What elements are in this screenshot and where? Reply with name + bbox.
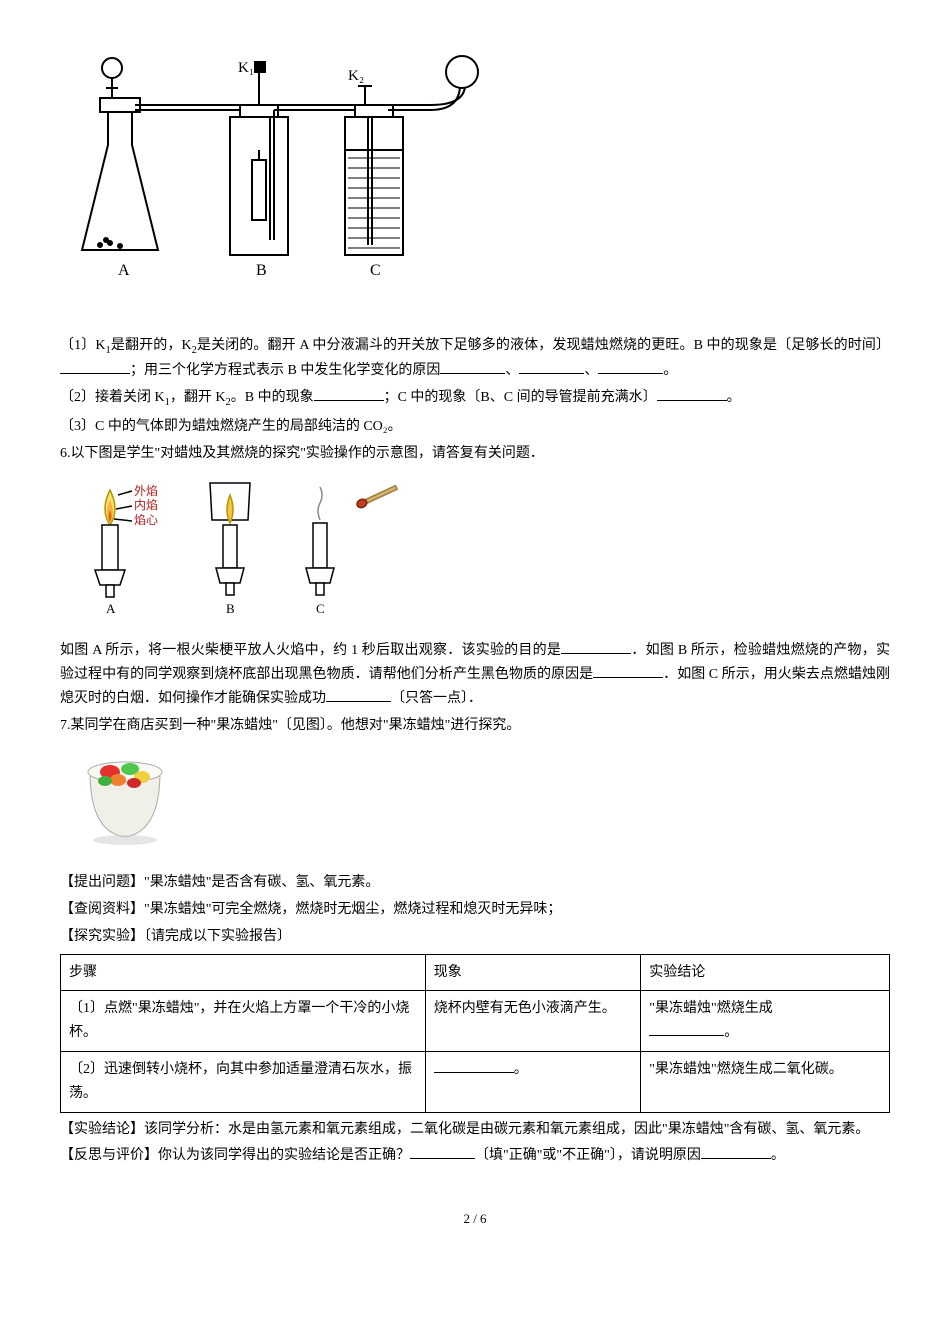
question-3: 〔3〕C 中的气体即为蜡烛燃烧产生的局部纯洁的 CO₂。 — [60, 415, 890, 439]
q7-experiment: 【探究实验】〔请完成以下实验报告〕 — [60, 925, 890, 949]
candle-diagram: 外焰 内焰 焰心 A B — [70, 475, 890, 624]
svg-text:K₁: K₁ — [238, 60, 254, 76]
question-1: 〔1〕K1是翻开的，K2是关闭的。翻开 A 中分液漏斗的开关放下足够多的液体，发… — [60, 334, 890, 383]
blank — [60, 360, 130, 374]
svg-text:A: A — [106, 601, 116, 615]
candle-a: 外焰 内焰 焰心 A — [95, 483, 158, 615]
header-conclusion: 实验结论 — [641, 954, 890, 991]
svg-text:K₂: K₂ — [348, 68, 364, 84]
blank — [657, 387, 727, 401]
candle-b: B — [210, 483, 250, 615]
experiment-table: 步骤 现象 实验结论 〔1〕点燃"果冻蜡烛"，并在火焰上方罩一个干冷的小烧杯。 … — [60, 954, 890, 1113]
svg-text:A: A — [118, 262, 130, 279]
q7-conclusion: 【实验结论】该同学分析：水是由氢元素和氧元素组成，二氧化碳是由碳元素和氧元素组成… — [60, 1118, 890, 1142]
blank — [434, 1059, 514, 1073]
apparatus-diagram: A K₁ B K₂ — [70, 50, 890, 319]
q7-material: 【查阅资料】"果冻蜡烛"可完全燃烧，燃烧时无烟尘，燃烧过程和熄灭时无异味； — [60, 898, 890, 922]
q7-question: 【提出问题】"果冻蜡烛"是否含有碳、氢、氧元素。 — [60, 871, 890, 895]
row2-step: 〔2〕迅速倒转小烧杯，向其中参加适量澄清石灰水，振荡。 — [61, 1052, 426, 1113]
svg-text:焰心: 焰心 — [134, 512, 158, 527]
question-6-intro: 6.以下图是学生"对蜡烛及其燃烧的探究"实验操作的示意图，请答复有关问题． — [60, 442, 890, 466]
blank — [519, 360, 584, 374]
header-step: 步骤 — [61, 954, 426, 991]
jelly-candle-photo — [70, 747, 890, 856]
flask-a: A — [82, 58, 158, 279]
question-6-body: 如图 A 所示，将一根火柴梗平放人火焰中，约 1 秒后取出观察．该实验的目的是．… — [60, 639, 890, 710]
table-row-2: 〔2〕迅速倒转小烧杯，向其中参加适量澄清石灰水，振荡。 。 "果冻蜡烛"燃烧生成… — [61, 1052, 890, 1113]
svg-text:外焰: 外焰 — [134, 483, 158, 498]
blank — [561, 640, 631, 654]
blank — [440, 360, 505, 374]
blank — [598, 360, 663, 374]
row2-conclusion: "果冻蜡烛"燃烧生成二氧化碳。 — [641, 1052, 890, 1113]
svg-text:内焰: 内焰 — [134, 497, 158, 512]
candle-c: C — [306, 484, 398, 615]
q7-reflection: 【反思与评价】你认为该同学得出的实验结论是否正确？〔填"正确"或"不正确"〕，请… — [60, 1144, 890, 1168]
blank — [326, 688, 391, 702]
blank — [314, 387, 384, 401]
blank — [701, 1145, 771, 1159]
svg-text:B: B — [226, 601, 235, 615]
question-7-intro: 7.某同学在商店买到一种"果冻蜡烛"〔见图〕。他想对"果冻蜡烛"进行探究。 — [60, 714, 890, 738]
blank — [593, 664, 663, 678]
svg-text:C: C — [316, 601, 325, 615]
row2-phenomenon: 。 — [425, 1052, 641, 1113]
question-2: 〔2〕接着关闭 K1，翻开 K2。B 中的现象；C 中的现象〔B、C 间的导管提… — [60, 386, 890, 412]
q1-text2: ；用三个化学方程式表示 B 中发生化学变化的原因 — [130, 363, 440, 378]
row1-conclusion: "果冻蜡烛"燃烧生成。 — [641, 991, 890, 1052]
row1-step: 〔1〕点燃"果冻蜡烛"，并在火焰上方罩一个干冷的小烧杯。 — [61, 991, 426, 1052]
svg-text:B: B — [256, 262, 267, 279]
svg-text:C: C — [370, 262, 381, 279]
page-number: 2 / 6 — [60, 1208, 890, 1230]
blank — [410, 1145, 475, 1159]
table-row-1: 〔1〕点燃"果冻蜡烛"，并在火焰上方罩一个干冷的小烧杯。 烧杯内壁有无色小液滴产… — [61, 991, 890, 1052]
header-phenomenon: 现象 — [425, 954, 641, 991]
blank — [649, 1022, 724, 1036]
cylinder-c: C — [345, 105, 403, 279]
q1-text: 〔1〕K1是翻开的，K2是关闭的。翻开 A 中分液漏斗的开关放下足够多的液体，发… — [60, 338, 890, 353]
table-header-row: 步骤 现象 实验结论 — [61, 954, 890, 991]
row1-phenomenon: 烧杯内壁有无色小液滴产生。 — [425, 991, 641, 1052]
cylinder-b: B — [230, 105, 288, 279]
